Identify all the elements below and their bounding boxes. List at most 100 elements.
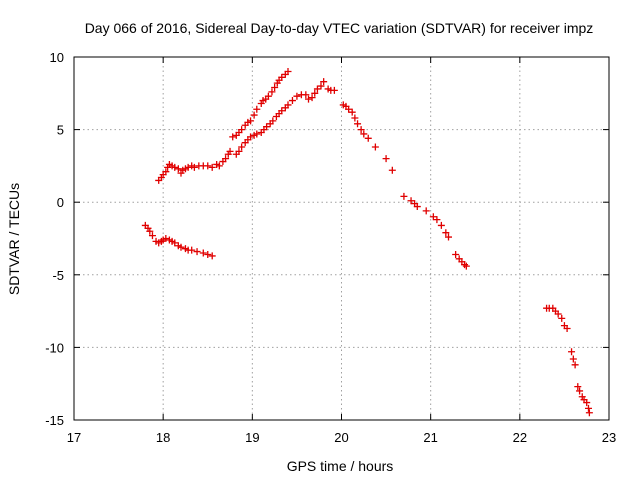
data-point — [288, 97, 296, 105]
y-tick-label: 10 — [50, 50, 64, 65]
data-point — [204, 162, 212, 170]
data-point — [162, 168, 170, 176]
data-point — [311, 89, 319, 97]
data-point — [271, 83, 279, 91]
data-point — [253, 105, 261, 113]
data-point — [238, 126, 246, 134]
y-tick-label: -10 — [45, 340, 64, 355]
data-point — [354, 120, 362, 128]
y-tick-label: -5 — [52, 268, 64, 283]
data-point — [171, 239, 179, 247]
data-point — [193, 248, 201, 256]
data-point — [278, 107, 286, 115]
data-point — [226, 147, 234, 155]
x-axis-title: GPS time / hours — [287, 458, 394, 474]
data-point — [429, 213, 437, 221]
data-point — [576, 387, 584, 395]
data-point — [433, 216, 441, 224]
data-point — [413, 203, 421, 211]
data-point — [345, 105, 353, 113]
data-point — [462, 262, 470, 270]
data-point — [313, 85, 321, 93]
data-point — [184, 163, 192, 171]
data-point — [269, 117, 277, 125]
data-point — [583, 399, 591, 407]
data-point — [585, 409, 593, 417]
data-point — [235, 147, 243, 155]
data-point — [302, 91, 310, 99]
y-tick-label: 5 — [57, 123, 64, 138]
data-point — [452, 250, 460, 258]
data-point — [563, 325, 571, 333]
data-point — [222, 155, 230, 163]
data-point — [284, 68, 292, 76]
data-point — [558, 314, 566, 322]
data-point — [445, 233, 452, 241]
data-point — [264, 92, 272, 100]
data-point — [238, 143, 246, 151]
data-point — [250, 111, 258, 119]
data-point — [177, 243, 185, 251]
data-point — [208, 252, 216, 260]
data-point — [442, 229, 450, 237]
x-tick-label: 21 — [423, 430, 437, 445]
x-tick-label: 18 — [156, 430, 170, 445]
grid-lines — [74, 57, 609, 420]
data-point — [284, 101, 292, 109]
data-point — [247, 133, 255, 141]
data-point — [247, 117, 255, 125]
data-point — [569, 355, 577, 363]
data-point — [308, 94, 316, 102]
data-point — [293, 92, 301, 100]
data-point — [278, 73, 286, 81]
y-tick-label: -15 — [45, 413, 64, 428]
data-point — [162, 235, 170, 242]
data-point — [268, 88, 276, 96]
data-points — [141, 68, 593, 417]
data-point — [174, 165, 182, 173]
data-point — [407, 197, 415, 205]
data-point — [574, 383, 582, 391]
axis-ticks: 17 18 19 20 21 22 23 -15 -10 -5 0 5 10 — [45, 50, 616, 445]
data-point — [320, 78, 328, 86]
data-point — [571, 361, 579, 369]
data-point — [568, 348, 576, 356]
data-point — [330, 86, 338, 94]
data-point — [437, 221, 445, 229]
data-point — [400, 192, 408, 200]
data-point — [554, 310, 562, 318]
data-point — [146, 227, 154, 235]
x-tick-label: 20 — [334, 430, 348, 445]
data-point — [351, 114, 359, 122]
data-point — [317, 82, 325, 90]
data-point — [188, 246, 196, 254]
x-tick-label: 22 — [513, 430, 527, 445]
data-point — [348, 108, 356, 116]
x-tick-label: 17 — [67, 430, 81, 445]
x-tick-label: 19 — [245, 430, 259, 445]
data-point — [360, 130, 368, 138]
chart-title: Day 066 of 2016, Sidereal Day-to-day VTE… — [85, 20, 594, 36]
y-tick-label: 0 — [57, 195, 64, 210]
data-point — [382, 155, 390, 163]
data-point — [204, 250, 212, 258]
data-point — [364, 134, 372, 142]
data-point — [199, 249, 207, 257]
data-point — [171, 163, 179, 171]
data-point — [263, 123, 271, 131]
data-point — [388, 166, 396, 174]
data-point — [208, 163, 216, 171]
data-point — [253, 130, 261, 138]
data-point — [584, 404, 592, 412]
data-point — [371, 143, 379, 151]
data-point — [229, 133, 237, 141]
y-axis-title: SDTVAR / TECUs — [6, 183, 22, 295]
data-point — [305, 95, 313, 103]
x-tick-label: 23 — [602, 430, 616, 445]
data-point — [190, 163, 198, 171]
data-point — [148, 232, 156, 240]
data-point — [357, 126, 365, 134]
data-point — [422, 207, 430, 215]
